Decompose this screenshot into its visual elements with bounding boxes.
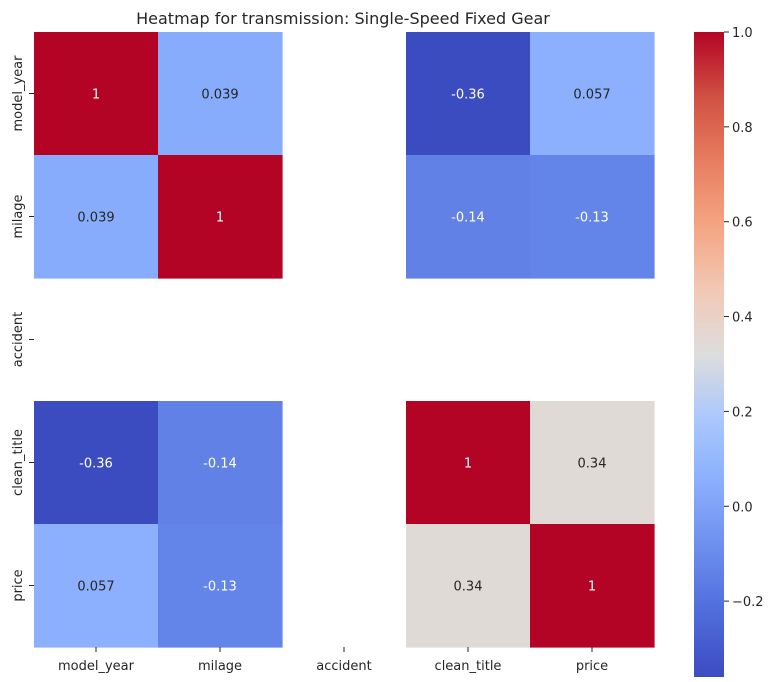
y-tick-label: clean_title — [11, 429, 26, 496]
x-tick-label: clean_title — [435, 659, 502, 674]
x-tick-label: model_year — [58, 659, 135, 674]
cell-value-label: 1 — [92, 88, 100, 103]
y-tick-label: model_year — [11, 55, 26, 132]
x-tick-label: milage — [198, 659, 242, 674]
cell-value-label: -0.14 — [451, 211, 485, 226]
cell-value-label: 0.057 — [77, 580, 114, 595]
colorbar-tick-label: 1.0 — [732, 26, 753, 41]
colorbar-tick-label: 0.4 — [732, 311, 753, 326]
heatmap-cell — [158, 401, 283, 525]
cell-value-label: -0.36 — [79, 457, 113, 472]
cell-value-label: 0.057 — [573, 88, 610, 103]
colorbar-gradient — [694, 32, 724, 677]
heatmap-cell — [34, 155, 159, 279]
colorbar-tick-label: 0.0 — [732, 500, 753, 515]
y-tick-label: accident — [11, 312, 26, 367]
colorbar-tick-label: −0.2 — [732, 595, 764, 610]
heatmap-cell — [34, 524, 159, 648]
y-tick-label: milage — [11, 194, 26, 238]
cell-value-label: 1 — [464, 457, 472, 472]
chart-title: Heatmap for transmission: Single-Speed F… — [136, 9, 550, 28]
y-tick-label: price — [11, 569, 26, 601]
heatmap-cell — [530, 32, 655, 156]
colorbar-tick-label: 0.6 — [732, 216, 753, 231]
heatmap-cells — [34, 32, 655, 648]
cell-value-label: 0.039 — [77, 211, 114, 226]
heatmap-cell — [34, 401, 159, 525]
cell-value-label: -0.14 — [203, 457, 237, 472]
cell-value-label: 0.039 — [201, 88, 238, 103]
x-axis: model_year milage accident clean_title price — [58, 647, 608, 674]
cell-value-label: 1 — [216, 211, 224, 226]
heatmap-cell — [530, 401, 655, 525]
colorbar: −0.2 0.0 0.2 0.4 0.6 0.8 1.0 — [694, 26, 764, 677]
heatmap-cell — [158, 524, 283, 648]
colorbar-tick-label: 0.8 — [732, 121, 753, 136]
colorbar-tick-label: 0.2 — [732, 405, 753, 420]
x-tick-label: accident — [316, 659, 371, 674]
heatmap-cell — [34, 32, 159, 156]
x-tick-label: price — [576, 659, 608, 674]
heatmap-cell — [406, 524, 531, 648]
heatmap-cell — [530, 524, 655, 648]
heatmap-cell — [158, 155, 283, 279]
heatmap-annotations: 1 0.039 -0.36 0.057 0.039 1 -0.14 -0.13 -0.36 -0.… — [77, 88, 610, 595]
heatmap-cell — [406, 32, 531, 156]
cell-value-label: -0.13 — [575, 211, 609, 226]
heatmap-cell — [406, 401, 531, 525]
cell-value-label: -0.36 — [451, 88, 485, 103]
heatmap-cell — [530, 155, 655, 279]
cell-value-label: 0.34 — [578, 457, 607, 472]
heatmap-cell — [158, 32, 283, 156]
cell-value-label: -0.13 — [203, 580, 237, 595]
cell-value-label: 0.34 — [454, 580, 483, 595]
heatmap-cell — [406, 155, 531, 279]
cell-value-label: 1 — [588, 580, 596, 595]
